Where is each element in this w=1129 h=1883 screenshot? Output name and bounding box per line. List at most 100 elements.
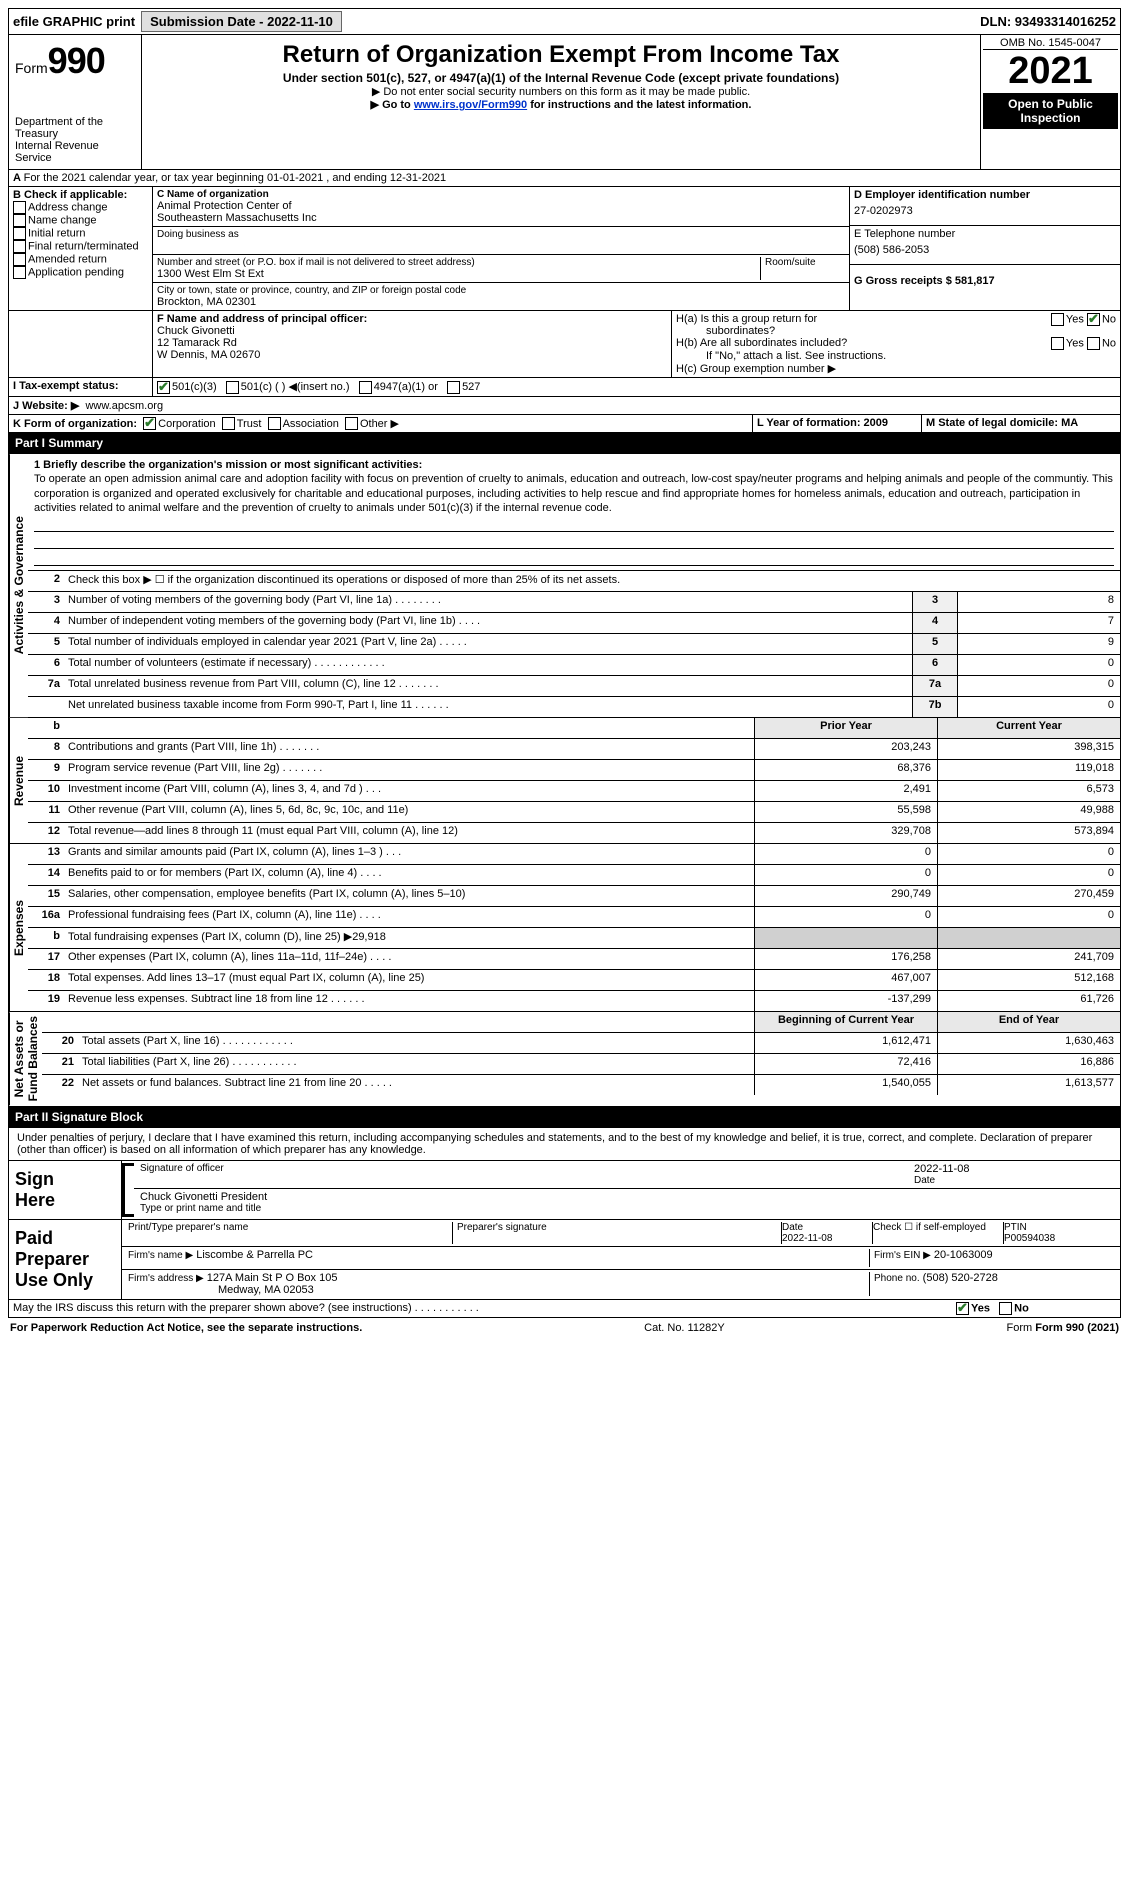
ptin-label: PTIN (1004, 1222, 1027, 1233)
firm-name-label: Firm's name ▶ (128, 1250, 193, 1261)
cb-4947[interactable] (359, 381, 372, 394)
officer-type-label: Type or print name and title (140, 1203, 1114, 1214)
section-deg: D Employer identification number 27-0202… (850, 187, 1120, 310)
sig-date: 2022-11-08 (914, 1163, 1114, 1175)
governance-block: Activities & Governance 1 Briefly descri… (8, 454, 1121, 718)
open-to-public: Open to Public Inspection (983, 93, 1118, 129)
prep-date-label: Date (782, 1222, 803, 1233)
ha-no[interactable] (1087, 313, 1100, 326)
sign-here-label: Sign Here (9, 1161, 122, 1219)
summary-line: Net unrelated business taxable income fr… (28, 697, 1120, 717)
cb-trust[interactable] (222, 417, 235, 430)
checkbox-amended[interactable] (13, 253, 26, 266)
summary-line: 20Total assets (Part X, line 16) . . . .… (42, 1033, 1120, 1054)
summary-line: 16aProfessional fundraising fees (Part I… (28, 907, 1120, 928)
cb-corp[interactable] (143, 417, 156, 430)
ein-value: 27-0202973 (854, 205, 1116, 217)
room-label: Room/suite (765, 257, 845, 268)
sig-officer-label: Signature of officer (140, 1163, 914, 1186)
section-b-label: B Check if applicable: (13, 189, 127, 201)
summary-line: 5Total number of individuals employed in… (28, 634, 1120, 655)
officer-print-name: Chuck Givonetti President (140, 1191, 1114, 1203)
vtab-expenses: Expenses (9, 844, 28, 1011)
department-label: Department of the Treasury Internal Reve… (15, 115, 135, 165)
officer-name: Chuck Givonetti (157, 325, 667, 337)
mission-text: To operate an open admission animal care… (34, 472, 1114, 515)
col-end: End of Year (937, 1012, 1120, 1032)
summary-line: 8Contributions and grants (Part VIII, li… (28, 739, 1120, 760)
vtab-net: Net Assets or Fund Balances (9, 1012, 42, 1105)
org-address: 1300 West Elm St Ext (157, 268, 760, 280)
discuss-yes[interactable] (956, 1302, 969, 1315)
form-subtitle: Under section 501(c), 527, or 4947(a)(1)… (148, 71, 974, 85)
summary-line: 15Salaries, other compensation, employee… (28, 886, 1120, 907)
org-name-2: Southeastern Massachusetts Inc (157, 212, 845, 224)
section-c: C Name of organization Animal Protection… (153, 187, 850, 310)
tax-status-opts: 501(c)(3) 501(c) ( ) ◀(insert no.) 4947(… (153, 378, 1120, 396)
tax-status-label: I Tax-exempt status: (9, 378, 153, 396)
col-prior: Prior Year (754, 718, 937, 738)
paperwork-notice: For Paperwork Reduction Act Notice, see … (10, 1322, 362, 1334)
sign-here-block: Sign Here Signature of officer 2022-11-0… (8, 1161, 1121, 1220)
summary-line: 22Net assets or fund balances. Subtract … (42, 1075, 1120, 1095)
summary-line: bTotal fundraising expenses (Part IX, co… (28, 928, 1120, 949)
revenue-block: Revenue b Prior Year Current Year 8Contr… (8, 718, 1121, 844)
addr-label: Number and street (or P.O. box if mail i… (157, 257, 760, 268)
line-a: A For the 2021 calendar year, or tax yea… (9, 170, 450, 186)
expenses-block: Expenses 13Grants and similar amounts pa… (8, 844, 1121, 1012)
officer-addr2: W Dennis, MA 02670 (157, 349, 667, 361)
ein-label: D Employer identification number (854, 189, 1116, 201)
section-m: M State of legal domicile: MA (922, 415, 1120, 433)
vtab-governance: Activities & Governance (9, 454, 28, 717)
declaration: Under penalties of perjury, I declare th… (8, 1128, 1121, 1161)
phone-label: E Telephone number (854, 228, 1116, 240)
discuss-no[interactable] (999, 1302, 1012, 1315)
cb-501c[interactable] (226, 381, 239, 394)
cb-501c3[interactable] (157, 381, 170, 394)
prep-name-label: Print/Type preparer's name (128, 1222, 453, 1244)
firm-name: Liscombe & Parrella PC (196, 1249, 313, 1261)
hc-label: H(c) Group exemption number ▶ (676, 362, 1116, 375)
form-note-ssn: ▶ Do not enter social security numbers o… (148, 85, 974, 98)
officer-addr1: 12 Tamarack Rd (157, 337, 667, 349)
ha-label: H(a) Is this a group return for (676, 313, 817, 325)
vtab-revenue: Revenue (9, 718, 28, 843)
summary-line: 10Investment income (Part VIII, column (… (28, 781, 1120, 802)
summary-line: 19Revenue less expenses. Subtract line 1… (28, 991, 1120, 1011)
section-k: K Form of organization: Corporation Trus… (9, 415, 752, 433)
tax-year: 2021 (983, 50, 1118, 93)
firm-addr1: 127A Main St P O Box 105 (207, 1272, 338, 1284)
form-header: Form990 Department of the Treasury Inter… (8, 35, 1121, 170)
cb-other[interactable] (345, 417, 358, 430)
checkbox-app-pending[interactable] (13, 266, 26, 279)
org-name-1: Animal Protection Center of (157, 200, 845, 212)
col-current: Current Year (937, 718, 1120, 738)
officer-label: F Name and address of principal officer: (157, 313, 367, 325)
checkbox-final-return[interactable] (13, 240, 26, 253)
summary-line: 13Grants and similar amounts paid (Part … (28, 844, 1120, 865)
summary-line: 3Number of voting members of the governi… (28, 592, 1120, 613)
omb-number: OMB No. 1545-0047 (983, 37, 1118, 50)
section-f: F Name and address of principal officer:… (153, 311, 672, 377)
form-footer: Form 990 (2021) (1035, 1322, 1119, 1334)
irs-link[interactable]: www.irs.gov/Form990 (414, 99, 527, 111)
checkbox-name-change[interactable] (13, 214, 26, 227)
dln-label: DLN: 93493314016252 (980, 14, 1116, 29)
submission-date-button[interactable]: Submission Date - 2022-11-10 (141, 11, 342, 32)
page-footer: For Paperwork Reduction Act Notice, see … (8, 1318, 1121, 1338)
ptin-value: P00594038 (1004, 1233, 1055, 1244)
cb-527[interactable] (447, 381, 460, 394)
cat-no: Cat. No. 11282Y (644, 1322, 725, 1334)
checkbox-address-change[interactable] (13, 201, 26, 214)
paid-preparer-label: Paid Preparer Use Only (9, 1220, 122, 1299)
form-title: Return of Organization Exempt From Incom… (148, 41, 974, 69)
hb-note: If "No," attach a list. See instructions… (676, 350, 1116, 362)
cb-assoc[interactable] (268, 417, 281, 430)
form-note-goto: ▶ Go to www.irs.gov/Form990 for instruct… (148, 98, 974, 111)
ha-yes[interactable] (1051, 313, 1064, 326)
checkbox-initial-return[interactable] (13, 227, 26, 240)
org-name-label: C Name of organization (157, 189, 845, 200)
dba-label: Doing business as (157, 229, 845, 240)
hb-no[interactable] (1087, 337, 1100, 350)
hb-yes[interactable] (1051, 337, 1064, 350)
